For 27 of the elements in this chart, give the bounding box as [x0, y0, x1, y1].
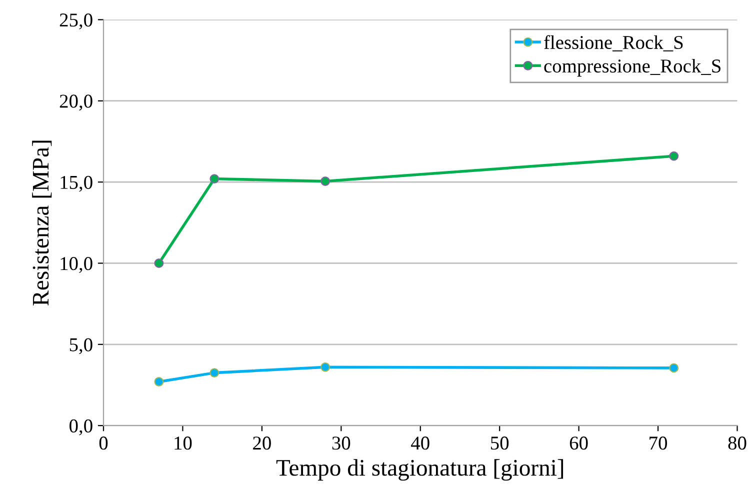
y-axis-title: Resistenza [MPa] — [32, 140, 52, 306]
point — [210, 368, 220, 378]
y-tick-label: 10,0 — [60, 257, 92, 273]
x-tick-label: 70 — [650, 436, 668, 450]
x-tick-label: 80 — [728, 436, 746, 450]
point — [320, 176, 330, 186]
y-tick-label: 0,0 — [70, 419, 92, 436]
x-tick-label: 0 — [99, 436, 108, 450]
x-tick-label: 40 — [411, 436, 430, 450]
x-tick-label: 60 — [570, 436, 588, 450]
x-tick-label: 20 — [253, 436, 271, 450]
point — [154, 258, 164, 268]
x-tick-label: 30 — [332, 436, 350, 450]
point — [320, 362, 330, 372]
legend-label: flessione_Rock_S — [544, 35, 683, 52]
y-tick-label: 20,0 — [60, 94, 92, 111]
x-tick-label: 10 — [174, 436, 192, 450]
point — [210, 174, 220, 184]
y-tick-label: 25,0 — [60, 13, 92, 30]
point — [669, 363, 679, 373]
y-tick-label: 15,0 — [60, 176, 92, 192]
x-axis-title: Tempo di stagionatura [giorni] — [276, 459, 564, 481]
y-tick-label: 5,0 — [70, 338, 92, 354]
x-tick-label: 50 — [491, 436, 509, 450]
point — [154, 377, 164, 386]
legend-label: compressione_Rock_S — [544, 58, 720, 77]
point — [669, 151, 679, 161]
